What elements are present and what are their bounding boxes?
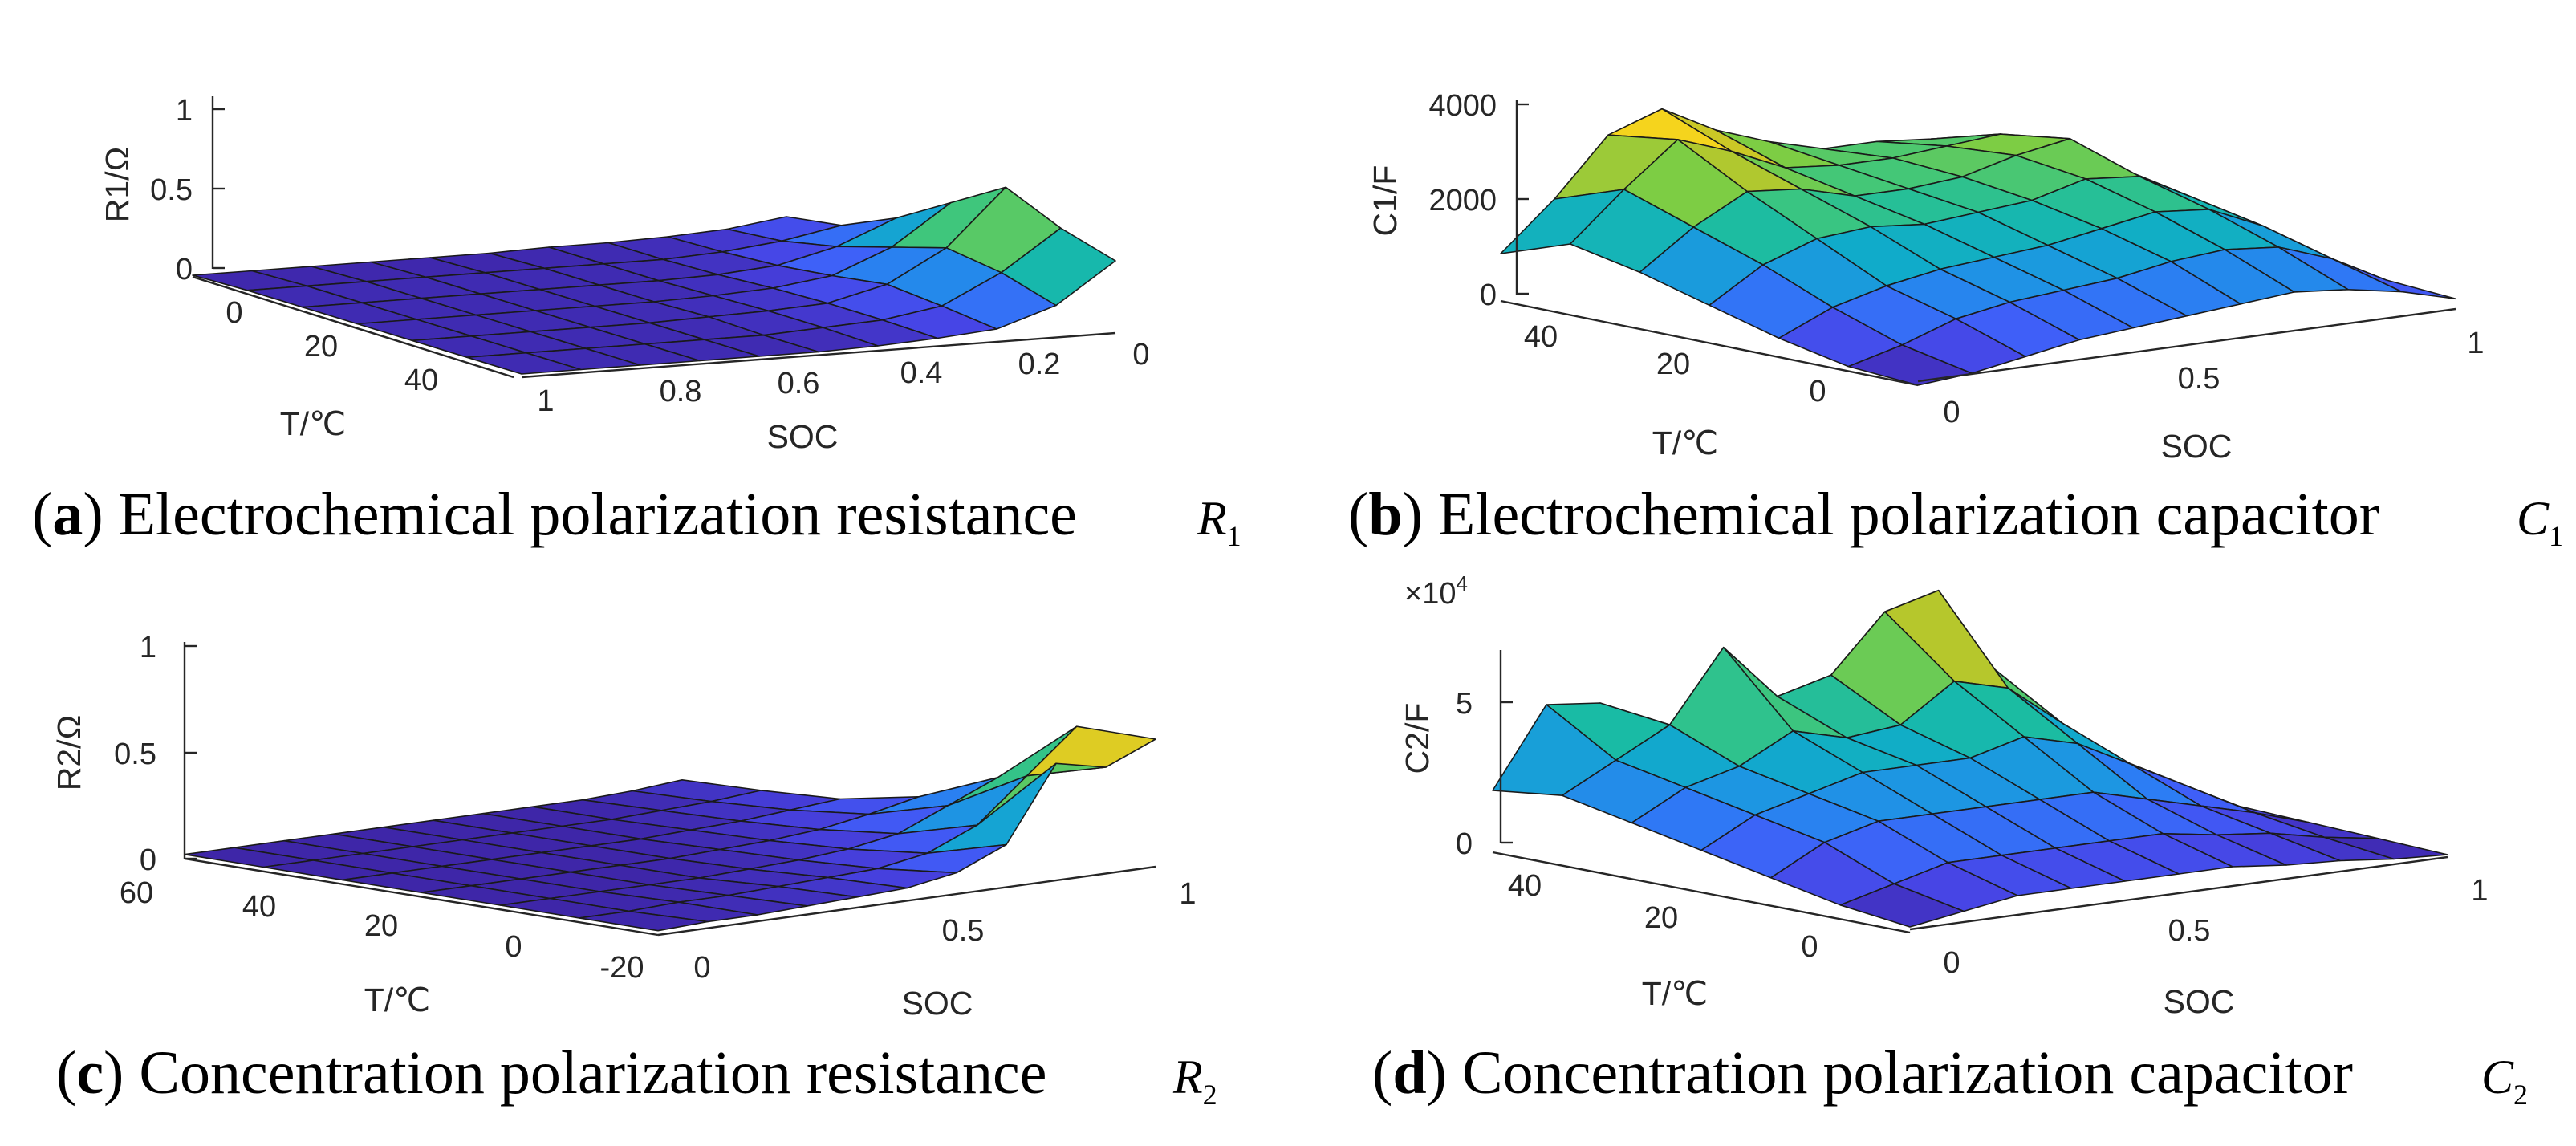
soc-tick-d-05: 0.5 <box>2168 914 2211 948</box>
soc-axis-a <box>521 331 1116 379</box>
svg-text:(d) Concentration polarization: (d) Concentration polarization capacitor <box>1372 1039 2353 1107</box>
z-label-b: C1/F <box>1367 165 1404 237</box>
caption-c: (c) Concentration polarization resistanc… <box>56 1039 1217 1111</box>
z-tick-b-2000: 2000 <box>1428 184 1497 217</box>
t-tick-c-40: 40 <box>242 890 276 924</box>
panel-d: ×104 5 0 C2/F 40 20 0 T/℃ 0 0.5 1 SOC (d… <box>1372 571 2528 1111</box>
soc-ticks-a: 1 0.8 0.6 0.4 0.2 0 <box>537 338 1149 418</box>
soc-tick-a-06: 0.6 <box>778 367 820 400</box>
t-tick-b-20: 20 <box>1656 347 1690 381</box>
t-tick-a-20: 20 <box>304 330 338 364</box>
panel-a: 1 0.5 0 R1/Ω 0 20 40 T/℃ 1 0.8 0.6 0.4 0… <box>32 94 1241 552</box>
z-tick-b-4000: 4000 <box>1428 89 1497 123</box>
soc-tick-c-1: 1 <box>1179 877 1196 911</box>
z-tick-a-05: 0.5 <box>150 173 193 207</box>
z-tick-c-05: 0.5 <box>114 738 156 771</box>
soc-tick-a-08: 0.8 <box>660 375 702 408</box>
z-ticks-d: 5 0 <box>1456 687 1513 861</box>
z-tick-c-0: 0 <box>140 843 156 877</box>
soc-tick-a-02: 0.2 <box>1018 347 1061 381</box>
svg-text:C1: C1 <box>2517 492 2563 552</box>
soc-ticks-c: 0 0.5 1 <box>693 877 1196 985</box>
panel-b: 4000 2000 0 C1/F 40 20 0 T/℃ 0 0.5 1 SOC… <box>1348 89 2563 552</box>
t-ticks-c: 60 40 20 0 -20 <box>120 876 644 985</box>
z-label-c: R2/Ω <box>51 715 87 790</box>
soc-tick-b-1: 1 <box>2467 327 2484 360</box>
t-tick-d-40: 40 <box>1508 869 1542 903</box>
t-axis-b <box>1500 299 1919 387</box>
t-tick-d-0: 0 <box>1801 930 1818 964</box>
caption-a: (a) Electrochemical polarization resista… <box>32 481 1241 552</box>
t-label-a: T/℃ <box>280 405 346 442</box>
t-axis-a <box>192 275 514 379</box>
soc-axis-b <box>1917 307 2456 383</box>
t-tick-c-20: 20 <box>364 909 398 943</box>
surface-patch-c-5-0 <box>578 910 709 932</box>
surface-b <box>1500 108 2456 386</box>
z-tick-d-0: 0 <box>1456 827 1473 861</box>
t-tick-b-40: 40 <box>1524 320 1558 354</box>
soc-tick-c-05: 0.5 <box>942 914 985 948</box>
t-tick-c-60: 60 <box>120 876 153 910</box>
caption-b: (b) Electrochemical polarization capacit… <box>1348 481 2563 552</box>
t-tick-c-neg20: -20 <box>600 951 644 985</box>
panel-c: 1 0.5 0 R2/Ω 60 40 20 0 -20 T/℃ 0 0.5 1 … <box>51 631 1217 1111</box>
t-tick-a-40: 40 <box>404 364 438 397</box>
surface-patch-d-5-0 <box>1839 883 1965 928</box>
soc-tick-b-0: 0 <box>1943 396 1960 429</box>
z-tick-d-5: 5 <box>1456 687 1473 721</box>
z-label-d: C2/F <box>1399 703 1436 774</box>
soc-tick-c-0: 0 <box>693 951 710 985</box>
t-tick-a-0: 0 <box>226 296 242 330</box>
soc-ticks-d: 0 0.5 1 <box>1943 874 2488 980</box>
soc-tick-d-0: 0 <box>1943 946 1960 980</box>
soc-tick-b-05: 0.5 <box>2178 362 2220 396</box>
t-tick-c-0: 0 <box>505 930 522 964</box>
t-axis-c <box>184 857 659 937</box>
t-tick-b-0: 0 <box>1809 375 1826 408</box>
t-tick-d-20: 20 <box>1644 901 1678 935</box>
svg-text:(b) Electrochemical polarizati: (b) Electrochemical polarization capacit… <box>1348 481 2379 548</box>
t-label-c: T/℃ <box>364 981 430 1018</box>
surface-patch-a-0-0 <box>465 352 582 375</box>
surface-d <box>1492 589 2448 928</box>
soc-tick-a-04: 0.4 <box>900 356 943 390</box>
t-axis-d <box>1492 851 1911 934</box>
svg-text:C2: C2 <box>2481 1050 2528 1111</box>
z-tick-c-1: 1 <box>140 631 156 664</box>
soc-axis-d <box>1909 855 2448 931</box>
svg-text:(c) Concentration polarization: (c) Concentration polarization resistanc… <box>56 1039 1047 1107</box>
soc-tick-a-00: 0 <box>1132 338 1149 372</box>
z-tick-a-1: 1 <box>176 94 193 128</box>
soc-tick-a-1: 1 <box>537 384 554 418</box>
t-ticks-b: 40 20 0 <box>1524 320 1826 408</box>
surface-c <box>184 725 1156 932</box>
z-ticks-b: 4000 2000 0 <box>1428 89 1529 312</box>
t-ticks-a: 0 20 40 <box>226 296 438 397</box>
caption-d: (d) Concentration polarization capacitor… <box>1372 1039 2528 1111</box>
t-label-d: T/℃ <box>1642 975 1708 1012</box>
t-ticks-d: 40 20 0 <box>1508 869 1818 964</box>
soc-label-b: SOC <box>2161 428 2233 465</box>
soc-label-d: SOC <box>2164 983 2235 1020</box>
z-label-a: R1/Ω <box>99 147 136 222</box>
z-tick-b-0: 0 <box>1480 278 1497 312</box>
z-ticks-c: 1 0.5 0 <box>114 631 197 877</box>
soc-label-c: SOC <box>902 985 973 1022</box>
svg-text:R1: R1 <box>1197 492 1241 552</box>
z-tick-a-0: 0 <box>176 253 193 286</box>
z-exponent-d: ×104 <box>1404 571 1468 611</box>
z-ticks-a: 1 0.5 0 <box>150 94 225 286</box>
t-label-b: T/℃ <box>1652 425 1718 461</box>
soc-label-a: SOC <box>767 418 839 455</box>
soc-axis-c <box>657 865 1156 937</box>
svg-text:R2: R2 <box>1172 1050 1217 1111</box>
soc-ticks-b: 0 0.5 1 <box>1943 327 2484 429</box>
surface-a <box>192 186 1116 375</box>
svg-text:(a) Electrochemical polarizati: (a) Electrochemical polarization resista… <box>32 481 1077 548</box>
soc-tick-d-1: 1 <box>2471 874 2488 908</box>
